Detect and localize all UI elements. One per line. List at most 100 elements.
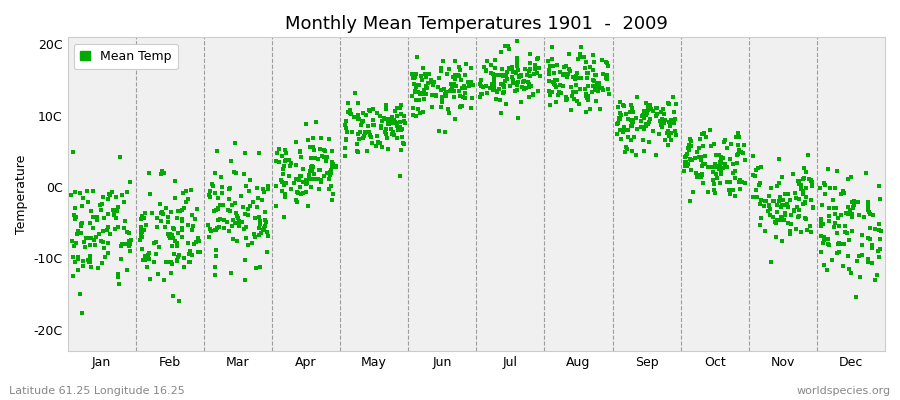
Point [746, 194, 760, 200]
Point [224, 202, 238, 208]
Point [698, 152, 713, 159]
Point [821, 166, 835, 173]
Point [84, 235, 98, 242]
Point [65, 238, 79, 244]
Point [734, 149, 749, 155]
Point [231, 215, 246, 222]
Point [508, 80, 522, 86]
Point [190, 205, 204, 212]
Point [172, 298, 186, 304]
Point [294, 172, 309, 179]
Point [212, 205, 226, 211]
Point [357, 132, 372, 139]
Point [770, 183, 784, 190]
Point [217, 225, 231, 232]
Point [783, 221, 797, 227]
Point [464, 78, 479, 85]
Point [176, 190, 190, 196]
Point [210, 224, 224, 231]
Point [415, 77, 429, 84]
Point [872, 183, 886, 189]
Point [817, 234, 832, 240]
Point [715, 165, 729, 171]
Point [182, 251, 196, 257]
Point [486, 87, 500, 94]
Point [684, 143, 698, 149]
Point [289, 188, 303, 195]
Point [385, 130, 400, 137]
Point [854, 252, 868, 258]
Point [618, 110, 633, 117]
Point [362, 129, 376, 136]
Point [509, 59, 524, 65]
Point [592, 80, 607, 87]
Point [789, 226, 804, 232]
Point [757, 203, 771, 209]
Point [76, 194, 90, 201]
Point [410, 96, 424, 103]
Point [681, 142, 696, 148]
Point [487, 84, 501, 90]
Point [820, 266, 834, 273]
Point [447, 76, 462, 82]
Point [736, 142, 751, 148]
Point [869, 271, 884, 278]
Point [656, 106, 670, 112]
Point [611, 103, 625, 110]
Point [515, 84, 529, 90]
Point [230, 237, 245, 244]
Point [850, 258, 864, 264]
Point [71, 267, 86, 273]
Point [277, 146, 292, 153]
Point [163, 234, 177, 241]
Point [253, 218, 267, 224]
Point [847, 198, 861, 204]
Point [516, 79, 530, 85]
Point [390, 123, 404, 129]
Point [569, 89, 583, 95]
Point [342, 109, 356, 116]
Point [586, 67, 600, 74]
Point [512, 72, 526, 79]
Point [166, 234, 180, 241]
Point [777, 216, 791, 223]
Point [661, 141, 675, 148]
Point [695, 172, 709, 178]
Point [452, 73, 466, 79]
Point [529, 56, 544, 62]
Point [592, 106, 607, 112]
Point [366, 122, 381, 129]
Point [256, 227, 270, 234]
Point [590, 80, 604, 86]
Point [694, 156, 708, 163]
Point [857, 214, 871, 220]
Point [621, 127, 635, 133]
Point [325, 159, 339, 165]
Point [763, 185, 778, 192]
Point [874, 228, 888, 235]
Point [655, 118, 670, 124]
Point [80, 257, 94, 263]
Point [610, 120, 625, 127]
Text: Latitude 61.25 Longitude 16.25: Latitude 61.25 Longitude 16.25 [9, 386, 184, 396]
Point [102, 190, 116, 197]
Point [459, 60, 473, 67]
Point [177, 254, 192, 261]
Point [840, 230, 854, 236]
Point [446, 80, 461, 87]
Point [547, 77, 562, 84]
Point [101, 240, 115, 246]
Point [454, 84, 469, 91]
Point [418, 91, 432, 98]
Point [500, 69, 515, 76]
Point [168, 238, 183, 244]
Point [629, 115, 643, 122]
Point [735, 178, 750, 185]
Point [315, 153, 329, 160]
Point [546, 70, 561, 76]
Point [775, 237, 789, 244]
Point [831, 241, 845, 247]
Point [274, 176, 288, 183]
Point [822, 213, 836, 220]
Point [388, 119, 402, 125]
